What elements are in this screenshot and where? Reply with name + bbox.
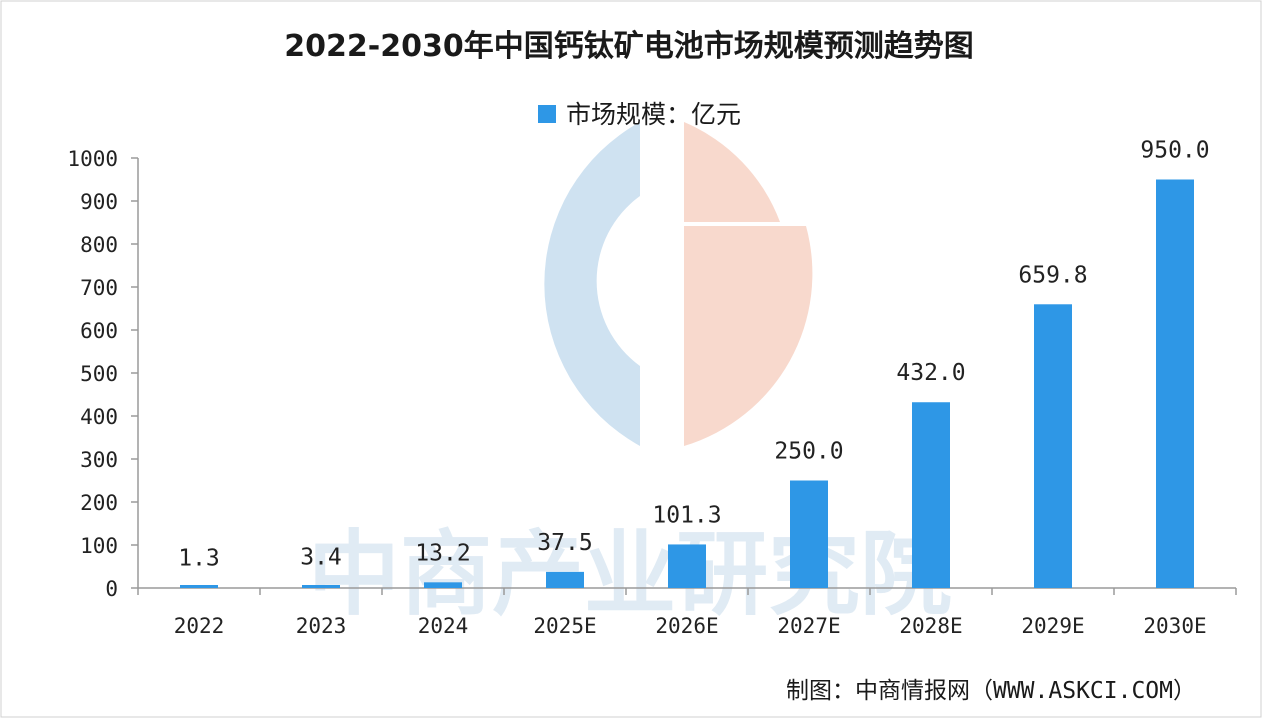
legend-swatch: [538, 105, 556, 123]
y-tick-label-800: 800: [80, 233, 118, 257]
y-tick-label-1000: 1000: [67, 147, 118, 171]
data-label-2024: 13.2: [415, 540, 470, 566]
bar-series: [180, 179, 1194, 588]
watermark-logo-right-top: [684, 122, 780, 222]
bar-2029E: [1034, 304, 1072, 588]
y-tick-label-700: 700: [80, 276, 118, 300]
chart-title: 2022-2030年中国钙钛矿电池市场规模预测趋势图: [284, 29, 973, 64]
y-tick-label-400: 400: [80, 405, 118, 429]
bar-2025E: [546, 571, 584, 588]
data-label-2027E: 250.0: [774, 439, 843, 465]
bar-2028E: [912, 402, 950, 588]
y-tick-label-300: 300: [80, 448, 118, 472]
y-tick-label-200: 200: [80, 491, 118, 515]
bar-2027E: [790, 480, 828, 588]
data-label-2026E: 101.3: [652, 502, 721, 528]
x-tick-label-2029E: 2029E: [1021, 614, 1084, 638]
x-tick-label-2024: 2024: [418, 614, 469, 638]
y-tick-label-100: 100: [80, 534, 118, 558]
data-label-2028E: 432.0: [896, 360, 965, 386]
y-tick-label-0: 0: [105, 577, 118, 601]
watermark-text: 中商产业研究院: [308, 521, 952, 628]
watermark-logo-left: [544, 122, 640, 446]
y-tick-label-500: 500: [80, 362, 118, 386]
legend-label: 市场规模：亿元: [566, 100, 741, 129]
x-tick-label-2027E: 2027E: [777, 614, 840, 638]
bar-2022: [180, 585, 218, 588]
source-note: 制图：中商情报网（WWW.ASKCI.COM）: [786, 678, 1196, 704]
x-tick-label-2026E: 2026E: [655, 614, 718, 638]
y-tick-label-900: 900: [80, 190, 118, 214]
x-tick-label-2022: 2022: [174, 614, 225, 638]
y-tick-label-600: 600: [80, 319, 118, 343]
bar-2023: [302, 585, 340, 588]
bar-2024: [424, 582, 462, 588]
bar-2026E: [668, 544, 706, 588]
x-tick-label-2028E: 2028E: [899, 614, 962, 638]
watermark-logo: [544, 122, 813, 446]
x-tick-label-2025E: 2025E: [533, 614, 596, 638]
watermark-logo-right-bottom: [684, 226, 813, 446]
data-label-2023: 3.4: [300, 545, 342, 571]
x-tick-label-2030E: 2030E: [1143, 614, 1206, 638]
x-axis-ticks: 2022 2023 2024 2025E 2026E 2027E 2028E 2029E 203…: [137, 588, 1237, 638]
data-label-2025E: 37.5: [537, 530, 592, 556]
data-label-2022: 1.3: [178, 545, 220, 571]
x-tick-label-2023: 2023: [296, 614, 347, 638]
data-label-2030E: 950.0: [1140, 138, 1209, 164]
bar-2030E: [1156, 179, 1194, 588]
data-label-2029E: 659.8: [1018, 262, 1087, 288]
y-axis-ticks: 0 100 200 300 400 500 600 700 800 900 1000: [67, 147, 138, 601]
data-labels: 1.3 3.4 13.2 37.5 101.3 250.0 432.0 659.8 950.0: [178, 138, 1209, 572]
